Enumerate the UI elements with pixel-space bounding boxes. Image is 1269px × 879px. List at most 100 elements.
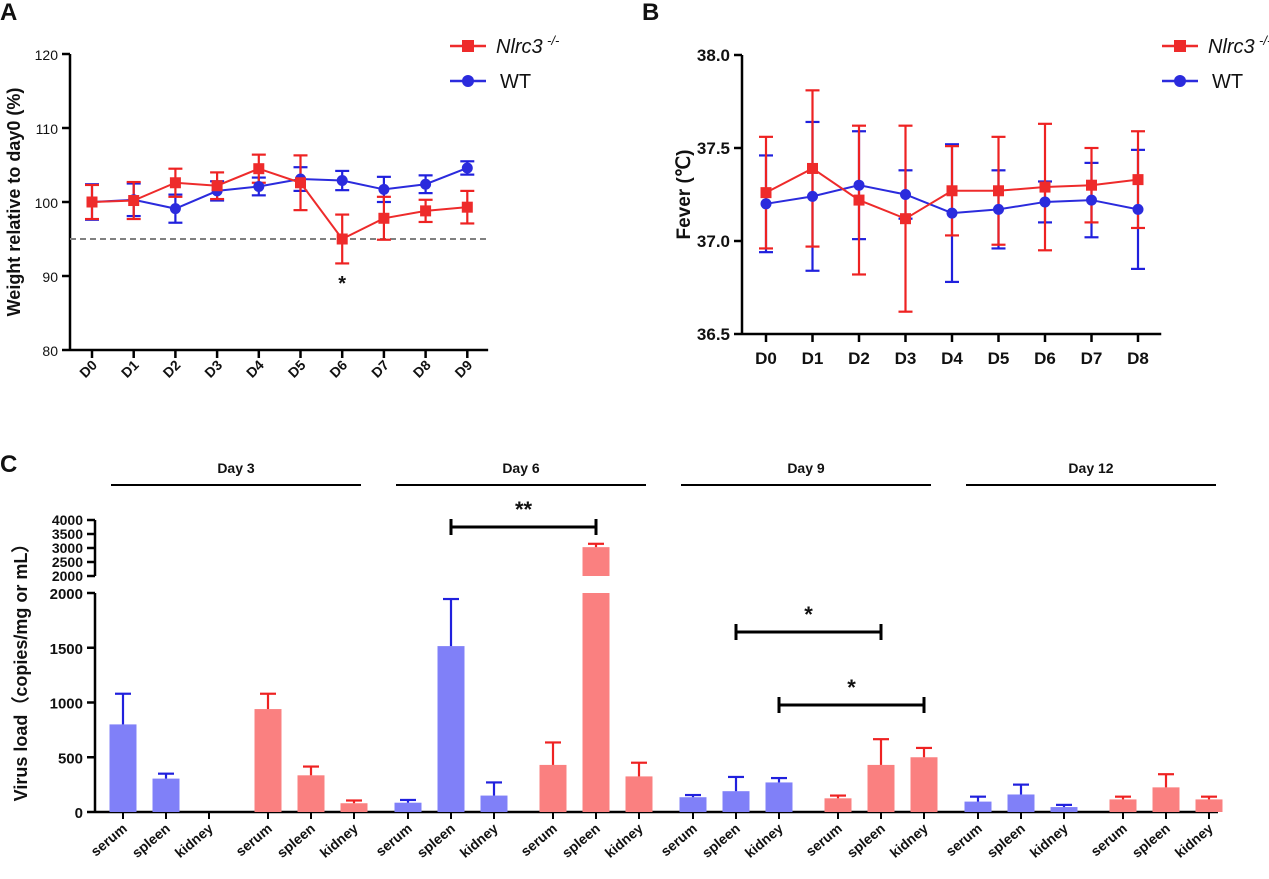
- y-tick-label: 3500: [52, 526, 83, 542]
- y-tick-label: 500: [58, 750, 83, 767]
- data-point-wt: [461, 162, 473, 174]
- legend-marker-wt: [462, 75, 474, 87]
- y-tick-label: 80: [42, 343, 58, 359]
- bar-wt: [679, 797, 707, 812]
- x-tick-label: spleen: [699, 820, 743, 861]
- y-tick-label: 1500: [50, 641, 83, 658]
- bar-nlrc3: [1152, 787, 1180, 812]
- x-tick-label: D5: [285, 357, 309, 381]
- data-point-nlrc3: [378, 212, 390, 224]
- data-point-wt: [900, 189, 911, 200]
- data-point-nlrc3: [853, 194, 865, 206]
- x-tick-label: kidney: [1172, 820, 1216, 861]
- x-tick-label: spleen: [414, 820, 458, 861]
- legend-label-nlrc3-superscript: -/-: [1259, 33, 1269, 48]
- data-point-nlrc3: [211, 180, 223, 192]
- y-tick-label: 4000: [52, 512, 83, 528]
- data-point-nlrc3: [900, 213, 911, 225]
- data-point-wt: [760, 198, 772, 210]
- x-tick-label: D2: [848, 349, 870, 368]
- legend-label-nlrc3-superscript: -/-: [547, 33, 560, 48]
- data-point-wt: [378, 183, 390, 195]
- bar-nlrc3: [1195, 799, 1223, 812]
- bar-wt: [964, 801, 992, 812]
- bar-nlrc3: [824, 798, 852, 812]
- bar-wt: [1050, 807, 1078, 812]
- bar-wt: [722, 791, 750, 812]
- data-point-nlrc3: [1086, 179, 1097, 191]
- y-tick-label: 0: [75, 805, 83, 822]
- x-tick-label: D4: [243, 357, 267, 381]
- bar-nlrc3: [254, 709, 282, 812]
- x-tick-label: serum: [517, 820, 559, 859]
- y-axis-title: Weight relative to day0 (%): [4, 88, 24, 317]
- data-point-nlrc3: [760, 187, 772, 199]
- panel-a-weight-chart: 80 90 100 110 120 D0 D1 D2 D3 D4 D5 D6 D7 D8 D9 Weight …: [4, 33, 560, 381]
- y-tick-label: 100: [35, 195, 59, 211]
- x-tick-label: D8: [1127, 349, 1149, 368]
- bar-wt: [1007, 794, 1035, 812]
- x-tick-label: D9: [451, 357, 475, 381]
- data-point-nlrc3: [336, 233, 348, 245]
- y-tick-label: 2000: [52, 568, 83, 584]
- x-tick-label: spleen: [984, 820, 1028, 861]
- y-tick-label: 3000: [52, 540, 83, 556]
- bar-nlrc3: [625, 776, 653, 812]
- data-point-nlrc3: [128, 195, 140, 207]
- panel-label-c: C: [0, 451, 17, 478]
- data-point-nlrc3: [420, 205, 432, 217]
- data-point-wt: [1039, 196, 1051, 208]
- data-point-wt: [1132, 203, 1144, 215]
- bar-wt: [437, 646, 465, 812]
- bar-wt: [109, 724, 137, 812]
- bar-nlrc3: [340, 803, 368, 812]
- y-tick-label: 2500: [52, 554, 83, 570]
- panel-b-fever-chart: 36.5 37.0 37.5 38.0 D0 D1 D2 D3 D4 D5 D6 D7 D8 Fever …: [674, 33, 1269, 368]
- panel-label-b: B: [642, 0, 659, 26]
- bar-nlrc3: [539, 764, 567, 812]
- x-tick-label: D8: [410, 357, 434, 381]
- data-point-nlrc3: [295, 177, 306, 189]
- bar-nlrc3-upper: [582, 547, 610, 576]
- data-point-nlrc3: [993, 185, 1004, 197]
- x-tick-label: D1: [118, 357, 142, 381]
- bar-wt: [765, 782, 793, 812]
- x-tick-label: kidney: [602, 820, 646, 861]
- significance-mark: *: [847, 675, 856, 700]
- bar-nlrc3: [910, 757, 938, 812]
- y-tick-label: 36.5: [697, 325, 730, 344]
- x-tick-label: kidney: [172, 820, 216, 861]
- x-tick-label: kidney: [742, 820, 786, 861]
- y-tick-label: 2000: [50, 586, 83, 603]
- x-tick-label: D0: [76, 357, 100, 381]
- data-point-nlrc3: [169, 177, 181, 189]
- series-line-wt: [91, 167, 468, 210]
- significance-mark: *: [338, 273, 346, 295]
- data-point-wt: [336, 175, 348, 187]
- bar-wt: [394, 802, 422, 812]
- legend-label-wt: WT: [500, 71, 531, 93]
- data-point-nlrc3: [807, 162, 818, 174]
- data-point-nlrc3: [946, 185, 958, 197]
- x-tick-label: D7: [368, 357, 392, 381]
- y-tick-label: 120: [35, 47, 59, 63]
- data-point-wt: [946, 207, 958, 219]
- group-label: Day 6: [502, 460, 540, 476]
- series-line-nlrc3: [91, 167, 468, 241]
- x-tick-label: serum: [942, 820, 984, 859]
- bar-nlrc3: [1109, 799, 1137, 812]
- y-tick-label: 110: [36, 121, 59, 137]
- y-tick-label: 38.0: [697, 46, 730, 65]
- x-tick-label: serum: [232, 820, 274, 859]
- data-point-nlrc3: [1039, 181, 1051, 193]
- x-tick-label: kidney: [457, 820, 501, 861]
- x-tick-label: serum: [1087, 820, 1129, 859]
- x-tick-label: D7: [1081, 349, 1103, 368]
- x-tick-label: D6: [1034, 349, 1056, 368]
- data-point-nlrc3: [253, 163, 265, 175]
- x-tick-label: D6: [326, 357, 350, 381]
- x-tick-label: spleen: [274, 820, 318, 861]
- x-tick-label: spleen: [129, 820, 173, 861]
- data-point-nlrc3: [1132, 174, 1144, 186]
